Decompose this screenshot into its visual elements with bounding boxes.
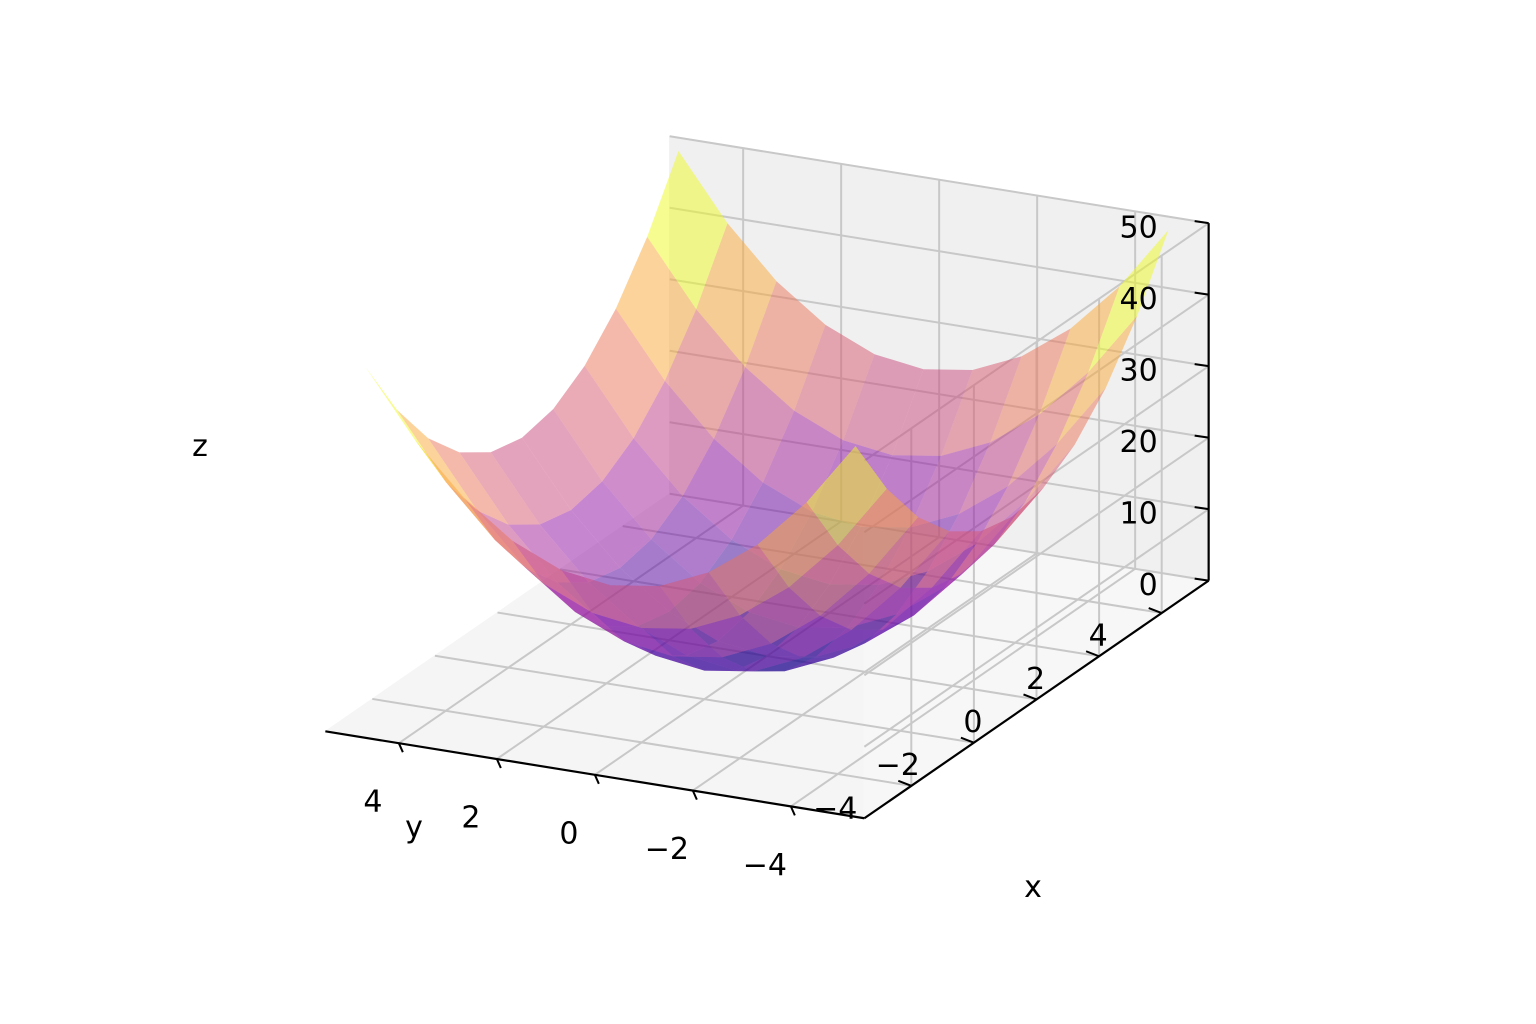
surface-patch <box>1056 315 1138 444</box>
surface-patch <box>909 442 991 528</box>
surface-patch <box>539 510 620 583</box>
surface-patch <box>739 587 821 644</box>
surface-patch <box>976 444 1057 544</box>
surface-patch <box>428 438 509 525</box>
surface-patch <box>806 446 887 546</box>
surface-patch <box>647 151 728 310</box>
ypane-grid-z <box>669 135 1209 225</box>
z-tick-label: 10 <box>1120 497 1158 532</box>
surface-patch <box>659 572 740 629</box>
x-tick-label: −4 <box>743 848 787 883</box>
surface-patch <box>745 281 826 411</box>
x-tick-label: 2 <box>461 801 480 836</box>
x-tick-label: −2 <box>645 832 689 867</box>
surface-patch <box>490 437 571 525</box>
surface-patch <box>990 328 1071 443</box>
surface-patch <box>1025 387 1106 502</box>
surface-patch <box>843 354 924 456</box>
z-tick <box>1194 434 1209 439</box>
y-tick-label: −4 <box>813 791 857 826</box>
z-tick <box>1194 506 1209 511</box>
x-tick <box>691 790 698 801</box>
xpane-grid-z <box>863 436 1210 677</box>
xpane-grid-z <box>863 508 1210 748</box>
surface-patch <box>561 570 642 628</box>
z-tick <box>1194 291 1209 296</box>
surface-patch <box>941 356 1022 456</box>
floor-grid-y <box>372 697 912 787</box>
surface-patch <box>682 438 763 540</box>
surface-patch <box>958 414 1040 514</box>
surface-patch <box>788 545 870 616</box>
surface-patch <box>396 409 478 511</box>
z-tick-label: 20 <box>1120 425 1158 460</box>
y-tick-label: 2 <box>1026 662 1045 697</box>
surface-patch <box>708 544 789 616</box>
y-tick <box>1148 607 1163 614</box>
x-tick-label: 4 <box>363 785 382 820</box>
surface-patch <box>641 628 723 658</box>
surface-patch <box>1007 372 1089 487</box>
surface-patch <box>1039 286 1120 415</box>
tick-marks <box>397 220 1209 816</box>
z-tick <box>1194 363 1209 368</box>
surface-plot <box>365 151 1169 672</box>
surface-patch <box>610 585 691 629</box>
surface-patch <box>633 380 714 497</box>
y-tick-label: 4 <box>1089 619 1108 654</box>
x-axis-label: x <box>1024 870 1042 905</box>
surface-patch <box>762 410 844 512</box>
surface-patch <box>571 481 652 568</box>
surface-patch <box>696 223 777 368</box>
y-tick-label: −2 <box>876 748 920 783</box>
surface-patch <box>794 324 875 441</box>
x-tick <box>397 742 404 753</box>
z-axis-label: z <box>192 429 208 464</box>
surface-patch <box>690 615 772 658</box>
x-tick <box>593 774 600 785</box>
z-tick <box>1194 577 1209 582</box>
x-tick <box>789 805 796 816</box>
x-tick-label: 0 <box>559 816 578 851</box>
surface-patch <box>522 409 603 510</box>
surface-patch <box>851 587 932 630</box>
y-axis-label: y <box>405 810 423 845</box>
surface-patch <box>602 438 683 540</box>
y-tick <box>897 779 912 787</box>
y-tick-label: 0 <box>963 705 982 740</box>
x-tick <box>495 758 502 769</box>
surface-patch <box>837 488 919 574</box>
surface-patch <box>459 452 540 525</box>
floor-grid-y <box>434 654 975 744</box>
z-tick-label: 30 <box>1120 354 1158 389</box>
y-tick <box>960 736 975 744</box>
surface-patch <box>584 308 665 439</box>
surface-patch <box>508 524 589 583</box>
z-tick-label: 40 <box>1120 282 1158 317</box>
surface-patch <box>820 573 901 630</box>
surface-patch <box>553 365 634 482</box>
z-tick-label: 50 <box>1120 211 1158 246</box>
surface-patch <box>713 367 795 483</box>
surface-patch <box>615 236 697 381</box>
y-tick <box>1085 650 1100 658</box>
surface-patch <box>365 367 446 482</box>
surface-patch <box>664 309 746 439</box>
surface-patch <box>869 517 950 588</box>
z-tick <box>1194 220 1209 225</box>
surface-patch <box>771 615 852 658</box>
ypane-grid-z <box>669 206 1209 296</box>
surface-patch <box>651 496 732 583</box>
z-tick-label: 0 <box>1139 568 1158 603</box>
surface-patch <box>892 369 973 456</box>
y-tick <box>1023 693 1037 701</box>
surface-patch <box>1088 230 1169 373</box>
surface-patch <box>757 502 838 588</box>
